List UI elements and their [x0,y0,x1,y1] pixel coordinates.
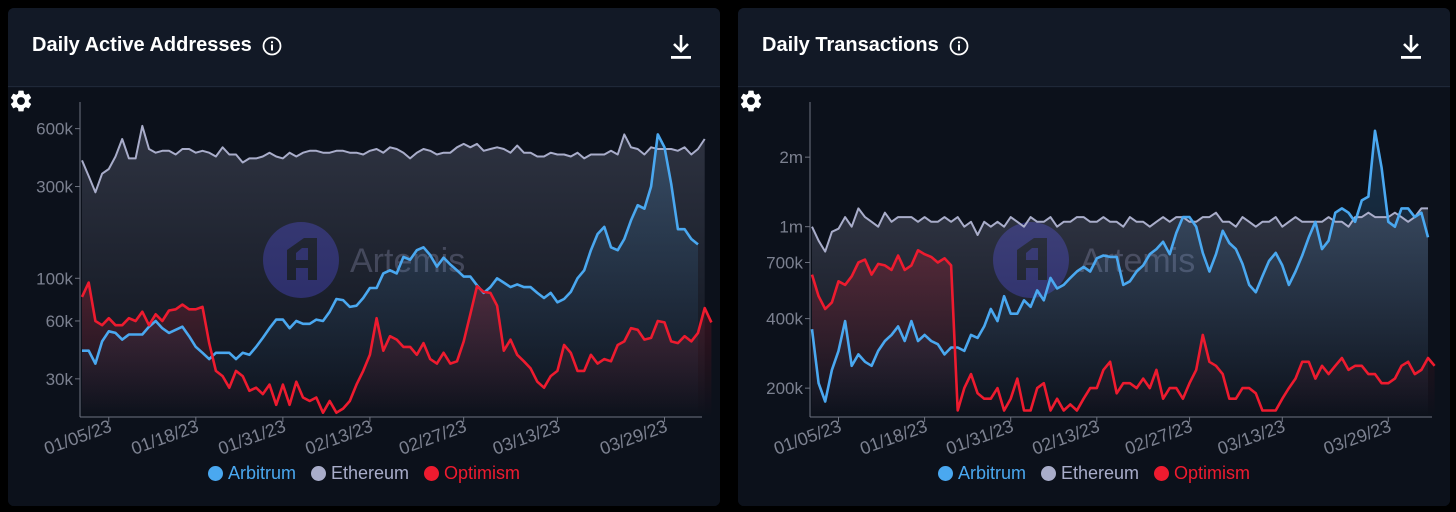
download-icon[interactable] [1398,32,1424,62]
x-tick-label: 01/31/23 [216,416,289,459]
gear-icon[interactable] [8,88,34,114]
series-line-arbitrum[interactable] [82,133,699,365]
series-area-optimism [82,282,712,417]
y-tick-label: 300k [36,178,73,197]
legend-item-ethereum[interactable]: Ethereum [1040,463,1140,484]
x-tick-label: 02/27/23 [1122,416,1195,459]
card-title: Daily Transactions [762,34,939,56]
series-line-ethereum[interactable] [811,207,1428,253]
x-tick-label: 02/27/23 [396,416,469,459]
y-tick-label: 400k [766,310,803,329]
y-tick-label: 700k [766,253,803,272]
x-tick-label: 01/05/23 [41,416,114,459]
x-tick-label: 03/29/23 [597,416,670,459]
legend-label: Optimism [1174,463,1251,483]
x-tick-label: 03/13/23 [490,416,563,459]
daily-active-addresses-chart: Artemis600k300k100k60k30k01/05/2301/18/2… [36,102,713,459]
gear-icon[interactable] [738,88,764,114]
legend-dot [1040,466,1056,481]
x-tick-label: 01/18/23 [129,416,202,459]
legend-item-ethereum[interactable]: Ethereum [310,463,410,484]
chart-area: Artemis2m1m700k400k200k01/05/2301/18/230… [738,88,1450,506]
y-tick-label: 2m [779,148,803,167]
daily-transactions-chart: Artemis2m1m700k400k200k01/05/2301/18/230… [766,102,1436,459]
legend-dot [424,466,440,481]
legend-item-optimism[interactable]: Optimism [424,463,520,484]
series-line-ethereum[interactable] [81,124,706,194]
card-header: Daily Active Addresses [8,8,720,87]
legend-label: Arbitrum [957,463,1026,483]
y-tick-label: 1m [779,218,803,237]
legend-dot [310,466,326,481]
series-line-optimism[interactable] [80,281,713,415]
x-tick-label: 01/05/23 [771,416,844,459]
legend-label: Ethereum [330,463,410,483]
legend-dot [937,466,953,481]
info-icon[interactable] [262,36,282,56]
x-tick-label: 01/31/23 [943,416,1016,459]
series-line-arbitrum[interactable] [810,129,1430,403]
x-tick-label: 02/13/23 [1029,416,1102,459]
info-icon[interactable] [949,36,969,56]
chart-legend: Arbitrum Ethereum Optimism [8,463,720,484]
chart-area: Artemis600k300k100k60k30k01/05/2301/18/2… [8,88,720,506]
y-tick-label: 200k [766,379,803,398]
legend-label: Ethereum [1060,463,1140,483]
legend-dot [207,466,223,481]
x-tick-label: 03/13/23 [1215,416,1288,459]
y-tick-label: 600k [36,120,73,139]
legend-label: Optimism [444,463,521,483]
y-tick-label: 60k [46,312,74,331]
series-area-ethereum [812,208,1428,417]
legend-dot [1154,466,1170,481]
x-tick-label: 02/13/23 [303,416,376,459]
daily-active-addresses-card: Daily Active Addresses Artemis600k300k10… [8,8,720,506]
chart-legend: Arbitrum Ethereum Optimism [738,463,1450,484]
download-icon[interactable] [668,32,694,62]
card-title: Daily Active Addresses [32,34,252,56]
legend-item-arbitrum[interactable]: Arbitrum [207,463,296,484]
legend-label: Arbitrum [227,463,296,483]
y-tick-label: 30k [46,370,74,389]
x-tick-label: 03/29/23 [1321,416,1394,459]
y-tick-label: 100k [36,269,73,288]
legend-item-optimism[interactable]: Optimism [1154,463,1250,484]
legend-item-arbitrum[interactable]: Arbitrum [937,463,1026,484]
series-line-optimism[interactable] [810,249,1436,412]
daily-transactions-card: Daily Transactions Artemis2m1m700k400k20… [738,8,1450,506]
card-header: Daily Transactions [738,8,1450,87]
x-tick-label: 01/18/23 [857,416,930,459]
